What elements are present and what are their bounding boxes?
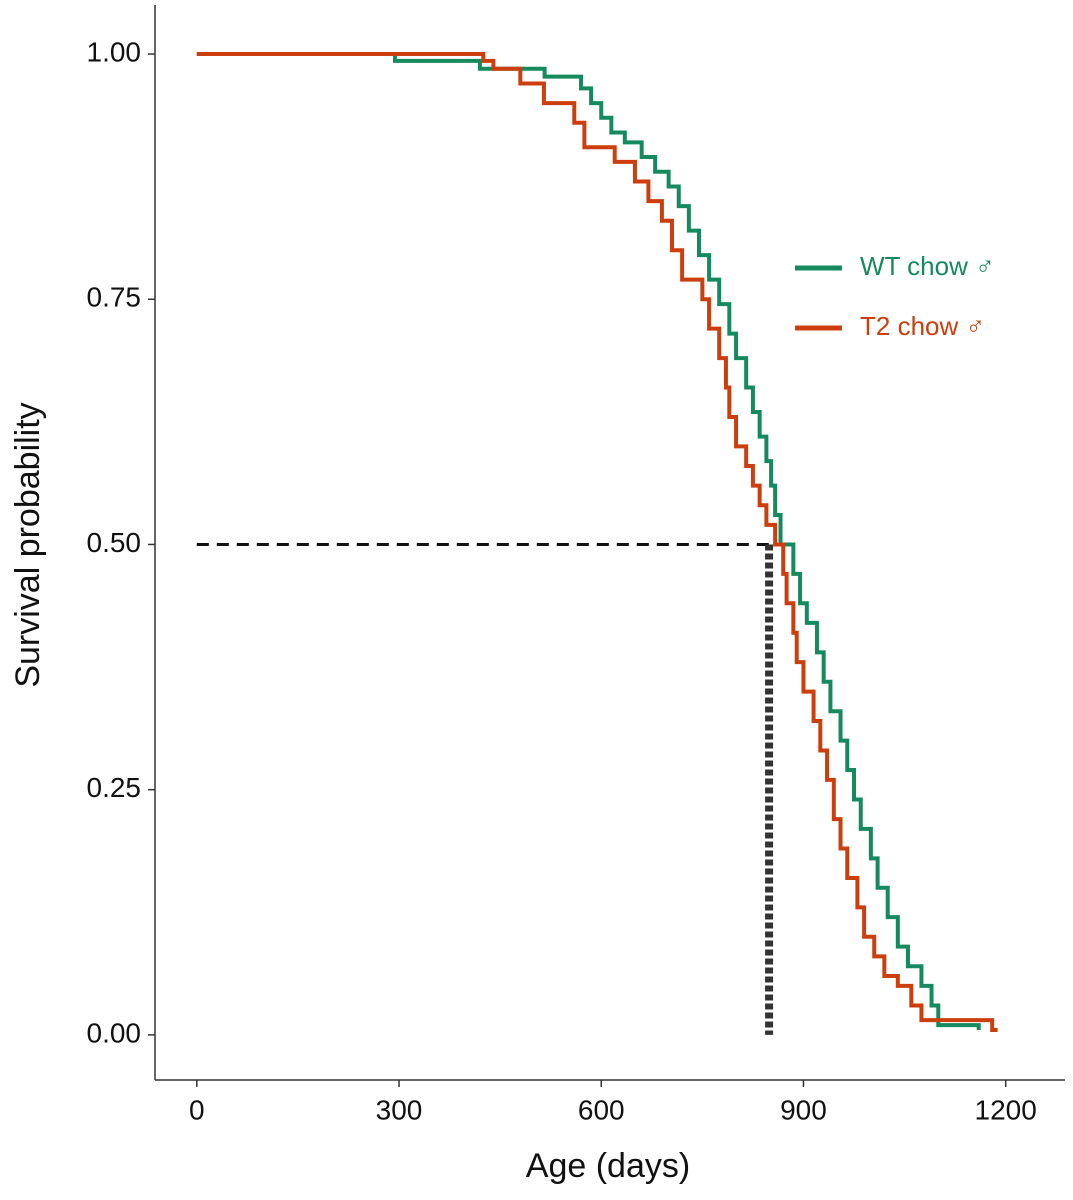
x-tick-label: 600 bbox=[578, 1094, 625, 1125]
x-tick-label: 0 bbox=[189, 1094, 205, 1125]
y-tick-label: 1.00 bbox=[87, 36, 142, 67]
x-tick-label: 300 bbox=[376, 1094, 423, 1125]
x-axis-label: Age (days) bbox=[526, 1147, 690, 1185]
x-tick-label: 1200 bbox=[975, 1094, 1037, 1125]
survival-curve bbox=[196, 52, 981, 1030]
legend-label: T2 chow ♂ bbox=[860, 311, 985, 341]
y-tick-label: 0.00 bbox=[87, 1017, 142, 1048]
legend-label: WT chow ♂ bbox=[860, 251, 995, 281]
y-tick-label: 0.50 bbox=[87, 527, 142, 558]
y-axis-label: Survival probability bbox=[9, 402, 47, 687]
y-tick-label: 0.25 bbox=[87, 772, 142, 803]
x-tick-label: 900 bbox=[780, 1094, 827, 1125]
survival-curve bbox=[196, 52, 998, 1032]
y-tick-label: 0.75 bbox=[87, 282, 142, 313]
